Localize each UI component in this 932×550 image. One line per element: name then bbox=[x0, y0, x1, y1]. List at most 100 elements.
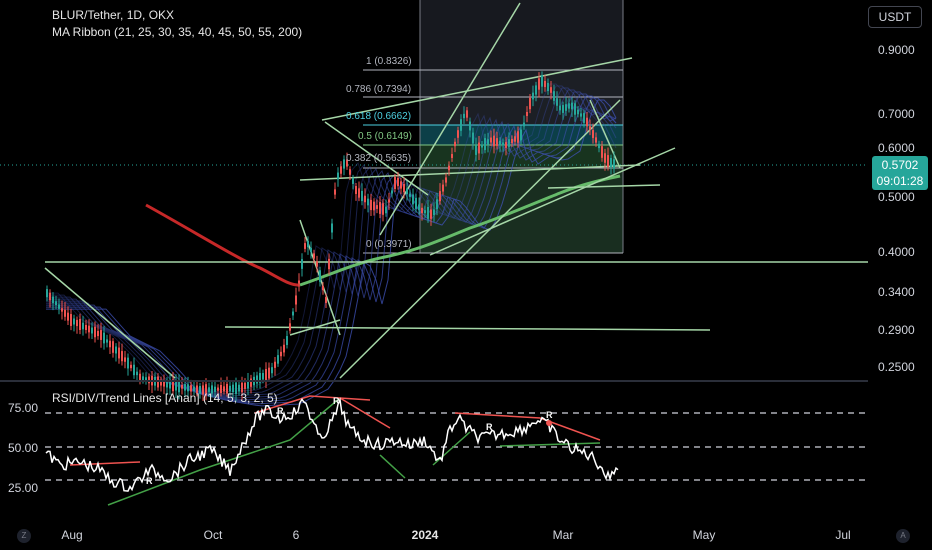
candle-body bbox=[553, 91, 555, 101]
price-tick: 0.7000 bbox=[878, 107, 915, 121]
fib-label: 0 (0.3971) bbox=[366, 239, 412, 250]
candle-body bbox=[286, 336, 288, 345]
candle-body bbox=[577, 109, 579, 115]
timezone-icon[interactable]: Z bbox=[17, 529, 31, 543]
candle-body bbox=[526, 111, 528, 117]
candle-body bbox=[214, 386, 216, 392]
time-tick: Aug bbox=[61, 528, 83, 542]
candle-body bbox=[115, 346, 117, 354]
candle-body bbox=[607, 155, 609, 167]
candle-body bbox=[328, 258, 330, 270]
candle-body bbox=[130, 364, 132, 369]
candle-body bbox=[571, 102, 573, 110]
candle-body bbox=[229, 385, 231, 392]
candle-body bbox=[136, 371, 138, 376]
candle-body bbox=[160, 379, 162, 386]
candle-body bbox=[238, 384, 240, 392]
currency-button[interactable]: USDT bbox=[868, 6, 922, 28]
candle-body bbox=[70, 314, 72, 326]
candle-body bbox=[370, 199, 372, 211]
candle-body bbox=[109, 340, 111, 348]
candle-body bbox=[556, 98, 558, 106]
candle-body bbox=[532, 92, 534, 100]
candle-body bbox=[193, 386, 195, 392]
candle-body bbox=[466, 110, 468, 118]
candle-body bbox=[178, 380, 180, 393]
candle-body bbox=[463, 113, 465, 119]
candle-body bbox=[334, 189, 336, 195]
candle-body bbox=[355, 186, 357, 194]
candle-body bbox=[55, 301, 57, 306]
candle-body bbox=[250, 378, 252, 387]
candle-body bbox=[415, 197, 417, 209]
candle-body bbox=[592, 130, 594, 138]
ma-ribbon-legend[interactable]: MA Ribbon (21, 25, 30, 35, 40, 45, 50, 5… bbox=[52, 25, 303, 39]
candle-body bbox=[457, 130, 459, 138]
candle-body bbox=[472, 132, 474, 144]
rsi-divergence-marker: R bbox=[146, 476, 153, 486]
candle-body bbox=[349, 169, 351, 175]
candle-body bbox=[385, 206, 387, 214]
price-tick: 0.9000 bbox=[878, 43, 915, 57]
candle-body bbox=[403, 183, 405, 193]
candle-body bbox=[481, 144, 483, 148]
symbol-title[interactable]: BLUR/Tether, 1D, OKX bbox=[52, 8, 175, 22]
candle-body bbox=[67, 312, 69, 321]
ribbon-ma-line bbox=[46, 93, 617, 401]
candle-body bbox=[574, 103, 576, 115]
candle-body bbox=[559, 105, 561, 111]
rsi-tick: 75.00 bbox=[8, 401, 39, 415]
candle-body bbox=[442, 184, 444, 192]
candle-body bbox=[523, 122, 525, 127]
candle-body bbox=[76, 319, 78, 327]
candle-body bbox=[538, 78, 540, 90]
candle-body bbox=[409, 193, 411, 197]
candle-body bbox=[595, 137, 597, 143]
candle-body bbox=[106, 339, 108, 343]
candle-body bbox=[340, 166, 342, 174]
fib-label: 0.382 (0.5635) bbox=[346, 153, 412, 164]
rsi-tick: 50.00 bbox=[8, 441, 39, 455]
candle-body bbox=[421, 207, 423, 214]
candle-body bbox=[226, 383, 228, 394]
candle-body bbox=[103, 332, 105, 344]
candle-body bbox=[382, 203, 384, 215]
candle-body bbox=[94, 326, 96, 338]
rsi-divergence-marker: R bbox=[486, 422, 493, 432]
candle-body bbox=[364, 195, 366, 203]
price-tick: 0.6000 bbox=[878, 141, 915, 155]
candle-body bbox=[511, 138, 513, 144]
candle-body bbox=[361, 190, 363, 202]
candle-body bbox=[373, 201, 375, 211]
time-tick: 2024 bbox=[411, 528, 439, 542]
candle-body bbox=[475, 145, 477, 155]
auto-scale-icon[interactable]: A bbox=[896, 529, 910, 543]
last-price: 0.5702 bbox=[881, 158, 919, 172]
candle-body bbox=[73, 318, 75, 325]
candle-body bbox=[394, 177, 396, 189]
ribbon-ma-line bbox=[46, 85, 617, 393]
rsi-divergence-marker: R bbox=[546, 410, 553, 420]
time-tick: Jul bbox=[835, 528, 851, 542]
bar-countdown: 09:01:28 bbox=[876, 174, 924, 188]
candle-body bbox=[610, 157, 612, 168]
candle-body bbox=[517, 131, 519, 143]
candle-body bbox=[82, 322, 84, 330]
candle-body bbox=[205, 384, 207, 396]
rsi-legend[interactable]: RSI/DIV/Trend Lines [Anan] (14, 5, 3, 2,… bbox=[52, 391, 278, 405]
rsi-marker-dot bbox=[546, 420, 552, 426]
rsi-divergence-marker: R bbox=[333, 396, 340, 406]
candle-body bbox=[613, 159, 615, 169]
trend-lines[interactable] bbox=[44, 2, 868, 379]
candle-body bbox=[217, 387, 219, 391]
candle-body bbox=[163, 380, 165, 387]
candle-body bbox=[352, 178, 354, 184]
candle-body bbox=[91, 327, 93, 334]
candle-body bbox=[169, 381, 171, 389]
candle-body bbox=[601, 146, 603, 158]
candle-body bbox=[379, 202, 381, 214]
candle-body bbox=[175, 381, 177, 391]
candle-body bbox=[337, 172, 339, 180]
candle-body bbox=[589, 126, 591, 130]
